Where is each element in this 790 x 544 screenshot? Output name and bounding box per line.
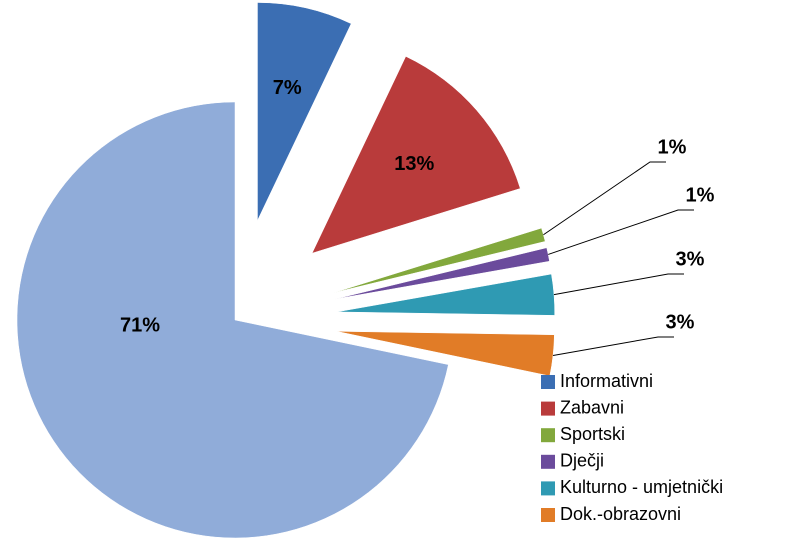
data-label: 3% [666, 311, 695, 333]
legend-label: Informativni [560, 371, 653, 391]
legend-swatch [541, 428, 555, 443]
leader-line [553, 273, 684, 296]
legend-label: Dok.-obrazovni [560, 504, 681, 524]
leader-line [552, 336, 674, 356]
legend-swatch [541, 375, 555, 389]
pie-slice [257, 2, 352, 221]
pie-slice [311, 56, 521, 254]
data-label: 7% [273, 77, 302, 99]
leader-line [543, 161, 666, 236]
leader-line [548, 209, 694, 255]
legend-swatch [541, 508, 555, 522]
legend-label: Kulturno - umjetnički [560, 477, 723, 497]
legend-swatch [541, 401, 555, 416]
legend-label: Sportski [560, 424, 625, 444]
legend-label: Zabavni [560, 397, 624, 417]
legend-swatch [541, 454, 555, 469]
data-label: 1% [658, 136, 687, 158]
data-label: 1% [686, 184, 715, 206]
legend-swatch [541, 481, 555, 496]
pie-slice [16, 101, 449, 539]
pie-slice [336, 273, 555, 316]
data-label: 3% [676, 248, 705, 270]
legend-label: Dječji [560, 451, 604, 471]
data-label: 71% [120, 314, 160, 336]
data-label: 13% [394, 153, 434, 175]
